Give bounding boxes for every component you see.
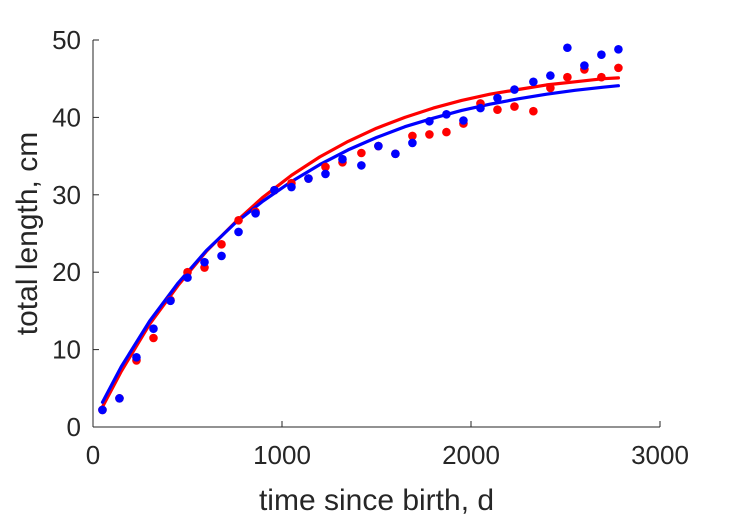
y-tick-label: 30 <box>52 180 81 210</box>
data-point <box>493 93 502 103</box>
data-point <box>321 169 330 179</box>
data-point <box>149 333 158 343</box>
axes: 0 1000 2000 3000 0 10 20 30 40 50 <box>52 25 689 470</box>
data-point <box>166 296 175 306</box>
data-points <box>98 43 623 415</box>
data-point <box>425 130 434 139</box>
data-point <box>200 257 209 267</box>
data-point <box>459 116 468 125</box>
data-point <box>270 185 279 195</box>
data-point <box>217 251 226 261</box>
x-tick-label: 3000 <box>631 440 689 470</box>
data-point <box>563 72 572 82</box>
fit-curves <box>100 76 620 409</box>
data-point <box>614 63 623 73</box>
data-point <box>493 105 502 114</box>
data-point <box>251 209 260 218</box>
data-point <box>115 394 124 403</box>
data-point <box>476 103 485 113</box>
data-point <box>529 77 538 87</box>
data-point <box>321 162 330 172</box>
data-point <box>510 102 519 111</box>
data-point <box>234 227 243 237</box>
data-point <box>98 405 107 415</box>
y-tick-label: 10 <box>52 335 81 365</box>
data-point <box>391 149 400 159</box>
data-point <box>614 44 623 54</box>
data-point <box>132 353 141 362</box>
data-point <box>357 148 366 158</box>
data-point <box>338 154 347 164</box>
data-point <box>597 50 606 60</box>
x-tick-label: 0 <box>86 440 100 470</box>
data-point <box>442 110 451 119</box>
data-point <box>374 141 383 151</box>
data-point <box>408 131 417 141</box>
data-point <box>304 174 313 183</box>
data-point <box>580 61 589 70</box>
x-axis-label: time since birth, d <box>259 484 494 517</box>
data-point <box>287 182 296 192</box>
y-axis-label: total length, cm <box>11 132 44 335</box>
fit-curve <box>100 76 620 409</box>
y-tick-label: 50 <box>52 25 81 55</box>
data-point <box>563 43 572 53</box>
y-tick-label: 0 <box>67 412 81 442</box>
data-point <box>217 240 226 249</box>
y-tick-label: 20 <box>52 257 81 287</box>
x-tick-label: 2000 <box>442 440 500 470</box>
data-point <box>546 71 555 80</box>
data-point <box>408 138 417 148</box>
data-point <box>149 324 158 334</box>
data-point <box>510 85 519 94</box>
data-point <box>425 116 434 126</box>
data-point <box>183 273 192 282</box>
data-point <box>597 72 606 82</box>
x-tick-label: 1000 <box>253 440 311 470</box>
data-point <box>529 106 538 116</box>
data-point <box>546 83 555 93</box>
data-point <box>234 216 243 225</box>
y-tick-label: 40 <box>52 102 81 132</box>
data-point <box>357 161 366 170</box>
data-point <box>442 127 451 137</box>
fit-curve <box>100 84 620 404</box>
